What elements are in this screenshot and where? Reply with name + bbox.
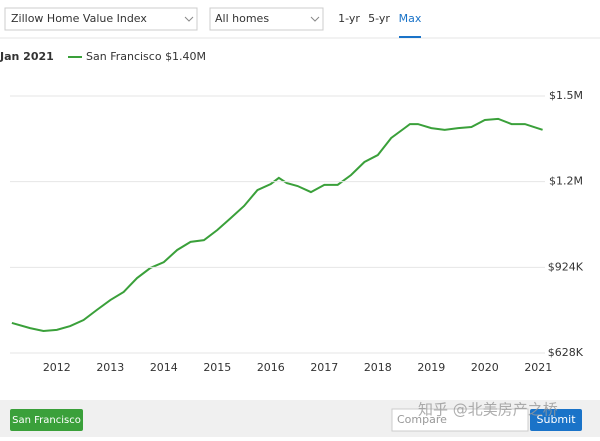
submit-text: Submit: [536, 413, 576, 426]
y-tick-label: $924K: [548, 260, 584, 273]
index-select-text: Zillow Home Value Index: [11, 12, 147, 25]
y-tick-label: $1.2M: [549, 175, 583, 188]
region-button[interactable]: [10, 409, 83, 431]
hover-date: Jan 2021: [0, 50, 54, 63]
compare-input[interactable]: [391, 408, 529, 432]
submit-button[interactable]: [530, 409, 582, 431]
x-tick-label: 2014: [150, 361, 178, 374]
index-select[interactable]: [4, 7, 198, 31]
x-tick-label: 2017: [310, 361, 338, 374]
x-tick-label: 2015: [203, 361, 231, 374]
compare-placeholder: Compare: [397, 413, 447, 426]
data-line: [11, 117, 543, 333]
x-tick-label: 2013: [96, 361, 124, 374]
x-tick-label: 2012: [43, 361, 71, 374]
y-tick-label: $1.5M: [549, 89, 583, 102]
home-select-text: All homes: [215, 12, 269, 25]
select-arrow: [184, 16, 194, 22]
legend-label: San Francisco $1.40M: [86, 50, 206, 63]
watermark: 知乎 @北美房产之桥: [418, 401, 558, 419]
home-select[interactable]: [209, 7, 324, 31]
range-tab[interactable]: Max: [399, 12, 422, 25]
select-arrow: [310, 16, 320, 22]
x-tick-label: 2018: [364, 361, 392, 374]
x-tick-label: 2019: [417, 361, 445, 374]
range-tab[interactable]: 5-yr: [368, 12, 390, 25]
y-tick-label: $628K: [548, 346, 584, 359]
region-button-text: San Francisco: [12, 415, 81, 426]
x-tick-label: 2016: [257, 361, 285, 374]
range-tab[interactable]: 1-yr: [338, 12, 360, 25]
x-tick-label: 2021: [524, 361, 552, 374]
x-tick-label: 2020: [471, 361, 499, 374]
